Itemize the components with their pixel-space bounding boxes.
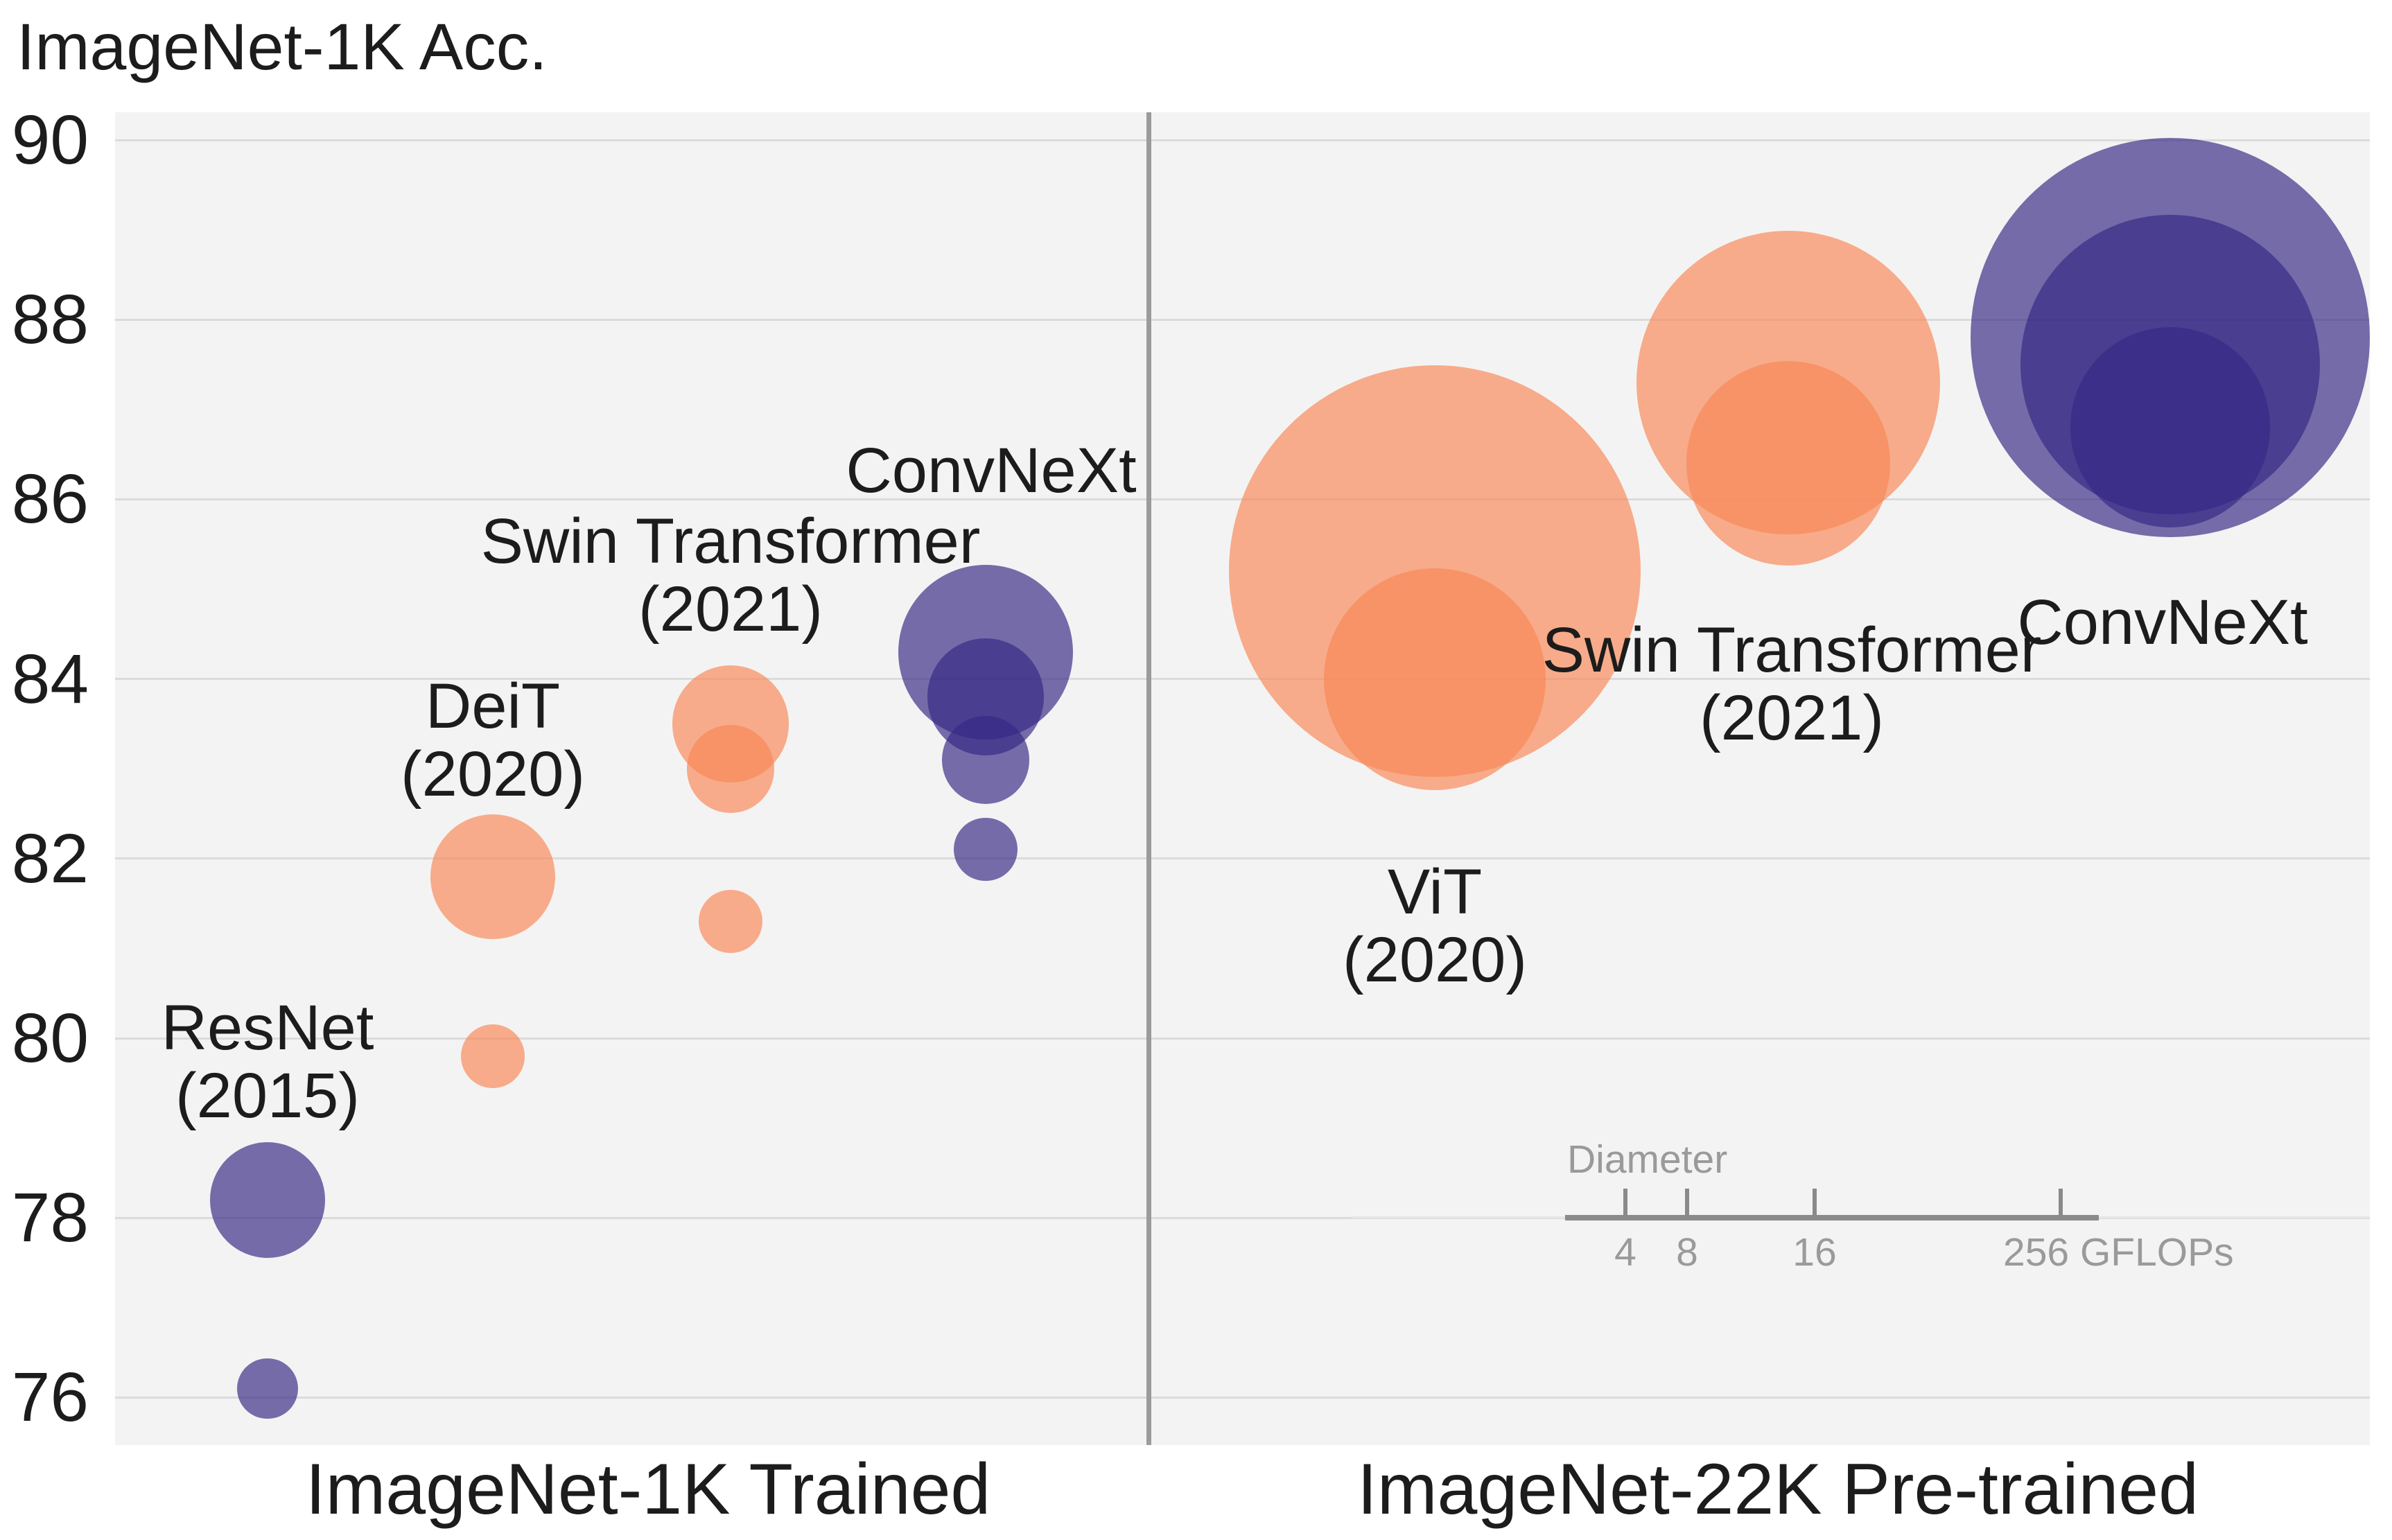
bubble-convnext-83.1 <box>941 715 1030 804</box>
bubble-convnext-82.1 <box>954 818 1018 882</box>
legend-tick-label-16: 16 <box>1792 1230 1837 1275</box>
group-label-swin-transformer-22k-line2: (2021) <box>1700 683 1884 753</box>
legend-size-scale-line <box>1565 1215 2099 1220</box>
group-label-vit-22k-line1: ViT <box>1387 857 1483 927</box>
bubble-convnext-86.8 <box>2070 327 2271 527</box>
gridline-76 <box>115 1396 2370 1399</box>
group-label-swin-transformer-1k-line1: Swin Transformer <box>480 506 981 577</box>
legend-tick-label-8: 8 <box>1676 1230 1698 1275</box>
y-tick-label-78: 78 <box>11 1179 89 1257</box>
group-label-swin-transformer-22k-line1: Swin Transformer <box>1542 615 2042 685</box>
y-tick-label-84: 84 <box>11 640 89 718</box>
y-tick-label-80: 80 <box>11 999 89 1077</box>
bubble-resnet-76.1 <box>237 1358 298 1419</box>
y-tick-label-76: 76 <box>11 1358 89 1437</box>
group-label-deit-1k-line2: (2020) <box>401 739 585 810</box>
panel-label-imagenet-1k: ImageNet-1K Trained <box>305 1449 991 1530</box>
legend-title: Diameter <box>1567 1137 1728 1182</box>
panel-label-imagenet-22k: ImageNet-22K Pre-trained <box>1357 1449 2199 1530</box>
bubble-swin-transformer-83 <box>686 724 775 813</box>
bubble-swin-transformer-81.3 <box>699 889 762 954</box>
gridline-90 <box>115 139 2370 141</box>
group-label-swin-transformer-1k-line2: (2021) <box>638 574 823 645</box>
bubble-swin-transformer-86.4 <box>1686 361 1891 566</box>
bubble-vit-84 <box>1323 568 1546 790</box>
y-tick-label-88: 88 <box>11 281 89 359</box>
group-label-deit-1k-line1: DeiT <box>425 671 561 742</box>
bubble-deit-81.8 <box>430 814 555 939</box>
legend-tick-256 <box>2059 1189 2063 1218</box>
plot-area: ResNet (2015) DeiT (2020) Swin Transformer (2… <box>115 112 2370 1445</box>
legend-tick-16 <box>1813 1189 1817 1218</box>
y-tick-label-90: 90 <box>11 101 89 179</box>
gridline-78 <box>115 1216 2370 1219</box>
panel-divider <box>1146 112 1151 1445</box>
bubble-resnet-78.2 <box>209 1142 326 1258</box>
legend-tick-label-4: 4 <box>1614 1230 1636 1275</box>
legend-tick-4 <box>1623 1189 1627 1218</box>
group-label-vit-22k-line2: (2020) <box>1343 925 1527 995</box>
group-label-resnet-1k-line2: (2015) <box>175 1060 360 1131</box>
legend-tick-label-256: 256 GFLOPs <box>2003 1230 2234 1275</box>
gridline-84 <box>115 678 2370 681</box>
gridline-80 <box>115 1037 2370 1040</box>
gridline-82 <box>115 857 2370 860</box>
group-label-resnet-1k-line1: ResNet <box>161 992 374 1063</box>
gridline-88 <box>115 318 2370 321</box>
y-tick-label-82: 82 <box>11 819 89 898</box>
y-tick-label-86: 86 <box>11 460 89 539</box>
group-label-convnext-22k-line1: ConvNeXt <box>2017 587 2308 658</box>
legend-tick-8 <box>1685 1189 1689 1218</box>
group-label-convnext-1k-line1: ConvNeXt <box>846 435 1137 506</box>
chart-title: ImageNet-1K Acc. <box>17 10 548 84</box>
bubble-deit-79.8 <box>460 1024 525 1089</box>
